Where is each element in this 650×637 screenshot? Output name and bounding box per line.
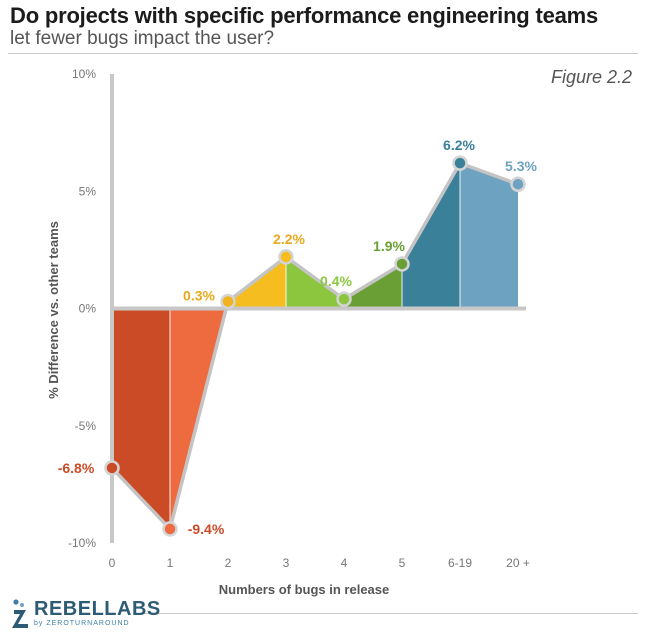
area-segment [286, 256, 344, 309]
footer-divider [140, 613, 638, 614]
data-label: -6.8% [58, 460, 95, 476]
title-divider [8, 53, 638, 54]
data-point [510, 176, 526, 192]
data-point [278, 249, 294, 265]
logo-text: REBELLABS [34, 598, 161, 620]
area-segment [402, 163, 460, 309]
data-label: 5.3% [505, 158, 537, 174]
data-points [104, 155, 526, 537]
data-labels: -6.8% -9.4% 0.3% 2.2% 0.4% 1.9% 6.2% 5.3% [58, 137, 538, 537]
series-polyline [110, 161, 519, 531]
data-label: 0.3% [183, 287, 215, 303]
x-tick-label: 3 [283, 556, 290, 570]
chart-subtitle: let fewer bugs impact the user? [10, 28, 275, 49]
x-tick-label: 4 [341, 556, 348, 570]
chart-title: Do projects with specific performance en… [10, 3, 599, 28]
data-label: 0.4% [320, 273, 352, 289]
data-label: -9.4% [188, 521, 225, 537]
data-point [104, 460, 120, 476]
y-tick-label: 0% [79, 302, 97, 316]
x-tick-label: 2 [225, 556, 232, 570]
rebellabs-logo: REBELLABS by ZEROTURNAROUND [10, 598, 160, 632]
x-tick-label: 1 [167, 556, 174, 570]
area-segment [112, 308, 170, 529]
y-tick-label: 5% [79, 184, 97, 198]
x-axis-label: Numbers of bugs in release [219, 582, 390, 597]
area-segment [344, 263, 402, 309]
y-tick-label: -5% [75, 419, 97, 433]
data-point [452, 155, 468, 171]
axis-ticks: 10% 5% 0% -5% -10% 0 1 2 3 4 5 6-19 20 + [68, 67, 530, 570]
data-point [336, 291, 352, 307]
y-tick-label: 10% [72, 67, 96, 81]
x-tick-label: 6-19 [448, 556, 472, 570]
data-point [220, 293, 236, 310]
data-point [394, 256, 410, 272]
logo-mark-icon [12, 599, 28, 628]
data-point [162, 521, 178, 537]
figure-label: Figure 2.2 [551, 67, 633, 87]
y-tick-label: -10% [68, 536, 96, 550]
data-label: 2.2% [273, 231, 305, 247]
x-tick-label: 5 [399, 556, 406, 570]
x-tick-label: 20 + [506, 556, 530, 570]
series-line [110, 161, 519, 531]
y-axis-label: % Difference vs. other teams [46, 221, 61, 399]
x-tick-label: 0 [109, 556, 116, 570]
area-segments [112, 163, 518, 529]
area-segment [460, 163, 518, 309]
data-label: 1.9% [373, 238, 405, 254]
logo-byline: by ZEROTURNAROUND [34, 620, 130, 627]
data-label: 6.2% [443, 137, 475, 153]
